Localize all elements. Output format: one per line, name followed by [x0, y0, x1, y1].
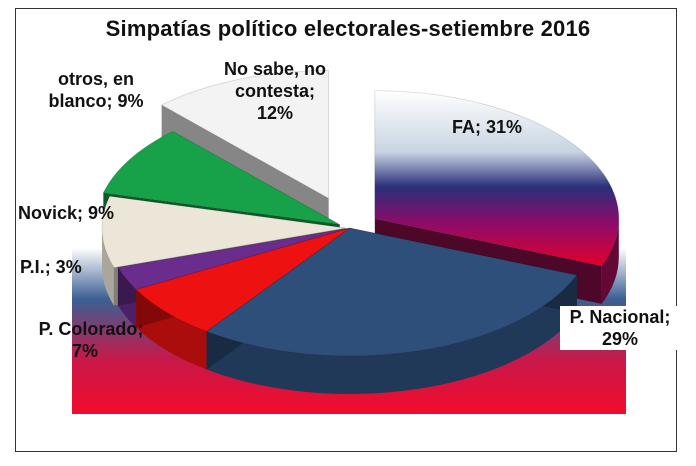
- label-p-i: P.I.; 3%: [20, 257, 82, 277]
- label-no-sabe-no-contesta: No sabe, no contesta; 12%: [223, 59, 326, 123]
- pie-slice-top-otros-en-blanco: [102, 130, 340, 226]
- pie-slice-side-fa: [601, 218, 619, 304]
- pie-slice-p-nacional: [205, 227, 578, 394]
- pie-slice-top-no-sabe-no-contesta: [160, 69, 330, 200]
- pie-slice-top-p-i: [117, 227, 351, 291]
- pie-slice-top-p-colorado: [135, 227, 351, 333]
- label-p-colorado: P. Colorado; 7%: [38, 319, 144, 361]
- label-otros-en-blanco: otros, en blanco; 9%: [48, 69, 144, 111]
- label-novick: Novick; 9%: [18, 203, 115, 223]
- pie-slice-side-p-nacional: [206, 275, 577, 394]
- label-p-nacional: P. Nacional; 29%: [560, 306, 680, 350]
- pie-slice-side-novick: [102, 228, 114, 306]
- pie-slice-top-novick: [101, 195, 347, 269]
- pie-slice-top-p-nacional: [205, 227, 578, 357]
- chart-title: Simpatías político electorales-setiembre…: [105, 16, 591, 41]
- label-fa: FA; 31%: [452, 117, 523, 137]
- pie-slice-top-fa: [374, 90, 620, 267]
